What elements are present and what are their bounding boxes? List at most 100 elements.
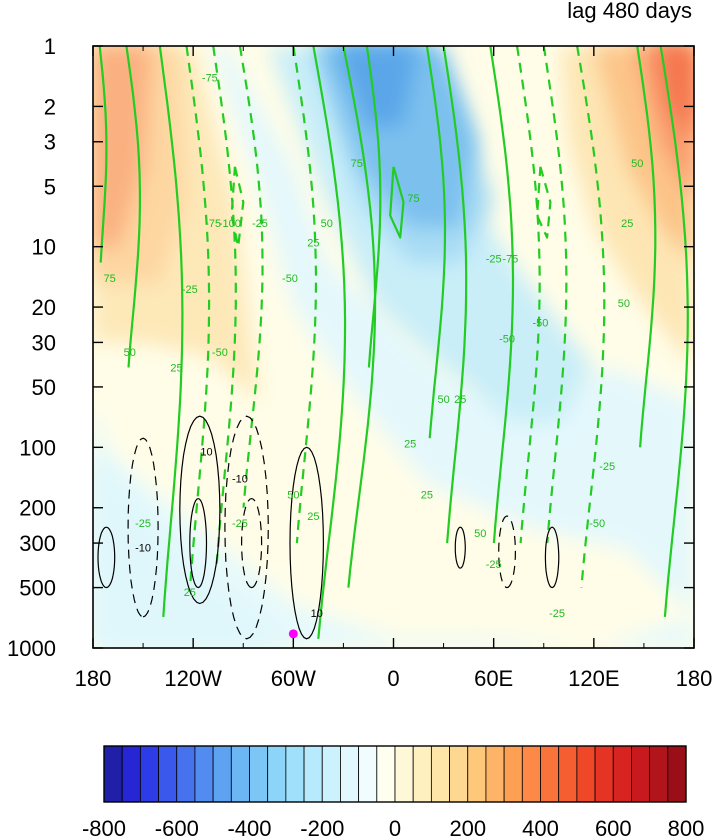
colorbar-box-27 [594, 745, 614, 803]
colorbar-box-24 [540, 745, 560, 803]
colorbar-box-14 [358, 745, 378, 803]
colorbar-label-7: 600 [595, 816, 632, 838]
field-upper-blue-3 [335, 46, 419, 126]
contour-label-34: -25 [486, 559, 502, 571]
y-tick-label-2: 3 [44, 130, 56, 155]
field-lower-cyan [93, 402, 694, 648]
contour-label-2: 50 [124, 347, 136, 359]
x-axis: 180 120W 60W 0 60E 120E 180 [75, 46, 713, 691]
contour-label-b1: -10 [232, 474, 248, 486]
colorbar-label-6: 400 [522, 816, 559, 838]
colorbar-box-16 [394, 745, 414, 803]
contour-label-20: 25 [404, 438, 416, 450]
x-tick-label-6: 180 [676, 666, 713, 691]
colorbar-label-1: -600 [155, 816, 199, 838]
colorbar-label-3: -200 [300, 816, 344, 838]
contour-label-21: 50 [474, 528, 486, 540]
y-tick-label-11: 500 [19, 576, 56, 601]
contour-label-3: 25 [170, 363, 182, 375]
contour-label-7: -50 [212, 347, 228, 359]
contour-label-1: 75 [104, 273, 116, 285]
green-loop-neg100 [230, 166, 245, 248]
green-contour-25a [158, 46, 184, 617]
x-tick-label-4: 60E [474, 666, 513, 691]
colorbar-box-29 [631, 745, 651, 803]
colorbar-box-10 [285, 745, 305, 803]
black-contour-pos-4 [289, 446, 325, 640]
green-contour-neg50c [542, 46, 568, 544]
contour-label-18: 75 [407, 193, 419, 205]
colorbar-box-15 [376, 745, 396, 803]
contour-label-15: -25 [232, 518, 248, 530]
y-tick-label-10: 300 [19, 531, 56, 556]
contour-label-11: 25 [307, 238, 319, 250]
green-contour-neg25c [515, 46, 541, 544]
colorbar-label-4: 0 [389, 816, 401, 838]
green-contour-neg75a [238, 46, 264, 508]
y-tick-label-4: 10 [32, 235, 56, 260]
black-contour-neg-3 [240, 497, 263, 589]
contour-label-10: 50 [321, 218, 333, 230]
y-tick-label-5: 20 [32, 295, 56, 320]
contour-label-9: -50 [282, 273, 298, 285]
colorbar-box-22 [503, 745, 523, 803]
x-tick-label-2: 60W [271, 666, 316, 691]
location-marker [288, 629, 298, 639]
contour-label-8: -25 [252, 218, 268, 230]
x-tick-label-0: 180 [75, 666, 112, 691]
x-tick-label-3: 0 [387, 666, 399, 691]
colorbar-label-8: 800 [668, 816, 705, 838]
colorbar-box-3 [158, 745, 178, 803]
contour-label-19: 25 [421, 490, 433, 502]
colorbar-box-19 [449, 745, 469, 803]
green-contour-neg25d [576, 46, 606, 588]
contour-label-13: 25 [307, 511, 319, 523]
y-tick-label-6: 30 [32, 330, 56, 355]
green-contour-75a [98, 46, 108, 263]
colorbar-box-4 [176, 745, 196, 803]
colorbar-box-23 [521, 745, 541, 803]
black-contour-pos-1 [97, 526, 116, 589]
colorbar-box-30 [649, 745, 669, 803]
colorbar-box-31 [667, 745, 687, 803]
colorbar-box-11 [303, 745, 323, 803]
contour-label-5: -75 [205, 218, 221, 230]
colorbar-box-9 [267, 745, 287, 803]
green-loop-75c [389, 166, 405, 239]
contour-label-31: 25 [621, 218, 633, 230]
green-contour-neg25a [185, 46, 211, 588]
black-contour-pos-5 [454, 526, 466, 569]
colorbar-frame [103, 745, 687, 803]
colorbar-label-5: 200 [449, 816, 486, 838]
contour-label-0: -75 [202, 72, 218, 84]
colorbar-label-0: -800 [82, 816, 126, 838]
contour-label-17: 25 [184, 587, 196, 599]
green-contour-50b [342, 46, 377, 588]
colorbar-box-28 [612, 745, 632, 803]
black-contour-neg-2 [224, 415, 269, 640]
field-left-orange-2 [93, 46, 152, 247]
contour-label-b3: -10 [135, 542, 151, 554]
black-contours [97, 415, 560, 640]
y-tick-label-7: 50 [32, 375, 56, 400]
green-contour-75b [365, 46, 382, 368]
black-contour-pos-6 [544, 526, 560, 589]
colorbar-box-6 [212, 745, 232, 803]
field-lower-cyan-2 [93, 447, 294, 648]
contour-label-14: 50 [287, 490, 299, 502]
contour-label-22: 50 [437, 394, 449, 406]
y-tick-label-3: 5 [44, 174, 56, 199]
colorbar-label-2: -400 [227, 816, 271, 838]
contour-label-23: 25 [454, 394, 466, 406]
colorbar-box-20 [467, 745, 487, 803]
y-axis: 1 2 3 5 10 20 30 50 100 200 300 500 1000 [7, 34, 694, 661]
green-contour-neg50a [212, 46, 237, 564]
y-tick-label-12: 1000 [7, 636, 56, 661]
contour-label-b2: 10 [311, 608, 323, 620]
contour-label-6: -100 [219, 218, 241, 230]
contour-label-b0: 10 [200, 447, 212, 459]
x-tick-label-1: 120W [164, 666, 222, 691]
y-tick-label-1: 2 [44, 94, 56, 119]
colorbar-box-5 [194, 745, 214, 803]
